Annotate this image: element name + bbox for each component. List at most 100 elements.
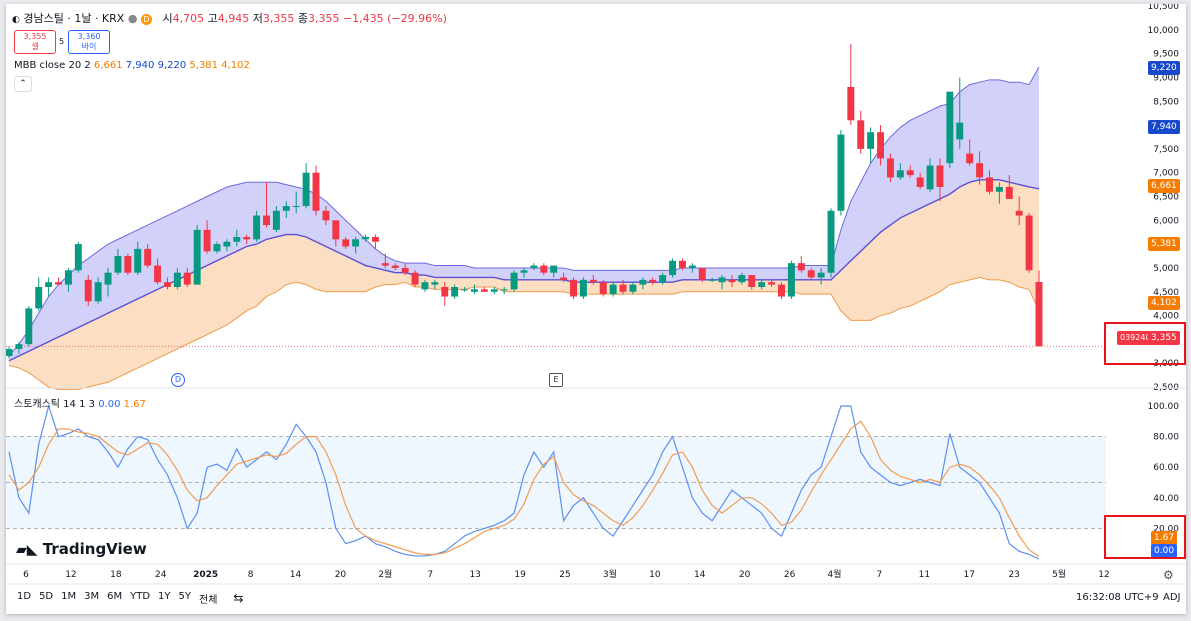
tf-6m[interactable]: 6M: [107, 591, 123, 602]
stoch-tick-label: 100.00: [1148, 402, 1180, 412]
candle-body: [272, 210, 280, 230]
candle-body: [1035, 281, 1043, 347]
candle: [589, 275, 597, 285]
collapse-chevron-icon[interactable]: ⌃: [14, 76, 32, 92]
time-tick-label: 7: [877, 570, 883, 580]
candle: [956, 77, 964, 149]
dividend-marker[interactable]: D: [171, 373, 185, 387]
candle-body: [312, 172, 320, 211]
stoch-name: 스토캐스틱 14 1 3: [14, 399, 95, 410]
candle: [233, 229, 241, 247]
candle-body: [431, 282, 439, 285]
tf-1m[interactable]: 1M: [61, 591, 77, 602]
time-tick-label: 7: [427, 570, 433, 580]
logo-text: TradingView: [42, 540, 147, 558]
timeframe-bar: 1D 5D 1M 3M 6M YTD 1Y 5Y 전체 ⇆: [14, 589, 246, 608]
candle: [312, 165, 320, 216]
tf-5y[interactable]: 5Y: [178, 591, 192, 602]
tf-3m[interactable]: 3M: [84, 591, 100, 602]
candle-body: [243, 236, 251, 240]
tf-ytd[interactable]: YTD: [130, 591, 151, 602]
candle: [342, 236, 350, 249]
tf-5d[interactable]: 5D: [39, 591, 54, 602]
candle-body: [926, 165, 934, 190]
tradingview-logo[interactable]: ▰◣ TradingView: [16, 540, 147, 558]
time-tick-label: 26: [784, 570, 796, 580]
adj-toggle[interactable]: ADJ: [1163, 592, 1181, 603]
settings-gear-icon[interactable]: ⚙: [1163, 568, 1174, 582]
buy-price: 3,360: [77, 32, 101, 41]
candle-body: [520, 270, 528, 273]
open-label: 시: [162, 12, 173, 25]
candle: [371, 234, 379, 249]
candle: [560, 272, 568, 283]
candle: [599, 279, 607, 297]
candle: [768, 279, 776, 287]
candle-body: [173, 272, 181, 287]
candle: [332, 220, 340, 247]
candle-body: [55, 282, 62, 285]
time-tick-label: 19: [514, 570, 526, 580]
candle: [787, 260, 795, 299]
low-label: 저: [252, 12, 263, 25]
candle: [550, 265, 558, 278]
candle: [1035, 270, 1043, 347]
clock[interactable]: 16:32:08 UTC+9: [1076, 592, 1159, 603]
candle: [163, 277, 171, 290]
change-value: −1,435 (−29.96%): [342, 12, 447, 25]
candle-body: [183, 272, 191, 285]
price-tick-label: 6,000: [1153, 216, 1179, 226]
time-tick-label: 14: [694, 570, 706, 580]
low-value: 3,355: [262, 12, 295, 25]
time-tick-label: 20: [739, 570, 751, 580]
time-tick-label: 3월: [603, 568, 617, 580]
tf-1y[interactable]: 1Y: [158, 591, 171, 602]
candle-body: [371, 236, 379, 242]
indicator-legend[interactable]: MBB close 20 2 6,661 7,940 9,220 5,381 4…: [14, 60, 250, 71]
date-range-icon[interactable]: ⇆: [233, 591, 244, 605]
candle: [926, 158, 934, 192]
price-tick-label: 9,000: [1153, 73, 1179, 83]
candle-body: [738, 275, 746, 283]
badge-last: 3,355: [1148, 331, 1180, 345]
time-tick-label: 5월: [1052, 568, 1066, 580]
buy-button[interactable]: 3,360 바이: [68, 30, 110, 54]
candle: [629, 282, 637, 295]
candle: [758, 279, 766, 290]
candle-body: [867, 132, 875, 149]
candle-body: [966, 153, 974, 164]
time-tick-label: 24: [155, 570, 167, 580]
candle: [738, 272, 746, 285]
indicator-value-l1: 5,381: [189, 60, 219, 71]
candle-body: [659, 275, 667, 283]
legend-header[interactable]: ◐ 경남스틸 · 1날 · KRX ● D 시4,705 고4,945 저3,3…: [12, 10, 447, 26]
candle: [441, 282, 449, 307]
tf-1d[interactable]: 1D: [17, 591, 32, 602]
candle: [659, 272, 667, 285]
chart-canvas[interactable]: 2,5003,0003,5004,0004,5005,0005,5006,000…: [6, 4, 1186, 614]
candle-body: [550, 265, 558, 273]
stoch-legend[interactable]: 스토캐스틱 14 1 3 0.00 1.67: [14, 395, 146, 410]
bb-upper-fill: [9, 66, 1039, 361]
candle: [708, 277, 716, 283]
candle-body: [490, 289, 498, 292]
candle-body: [282, 206, 290, 211]
candle-body: [500, 289, 508, 291]
candle: [896, 163, 904, 180]
earnings-marker[interactable]: E: [549, 373, 563, 387]
candle: [94, 277, 102, 304]
candle: [322, 206, 330, 226]
candle: [6, 346, 13, 359]
sell-button[interactable]: 3,355 셀: [14, 30, 56, 54]
time-tick-label: 12: [65, 570, 76, 580]
candle: [352, 236, 360, 254]
candle: [966, 139, 974, 166]
candle-body: [599, 282, 607, 295]
dot-menu-icon[interactable]: ●: [127, 12, 138, 25]
candle-body: [778, 284, 785, 297]
candle: [253, 210, 261, 242]
candle: [154, 258, 162, 285]
candle: [619, 279, 627, 295]
tf-all[interactable]: 전체: [199, 595, 218, 606]
candle-body: [619, 284, 627, 292]
